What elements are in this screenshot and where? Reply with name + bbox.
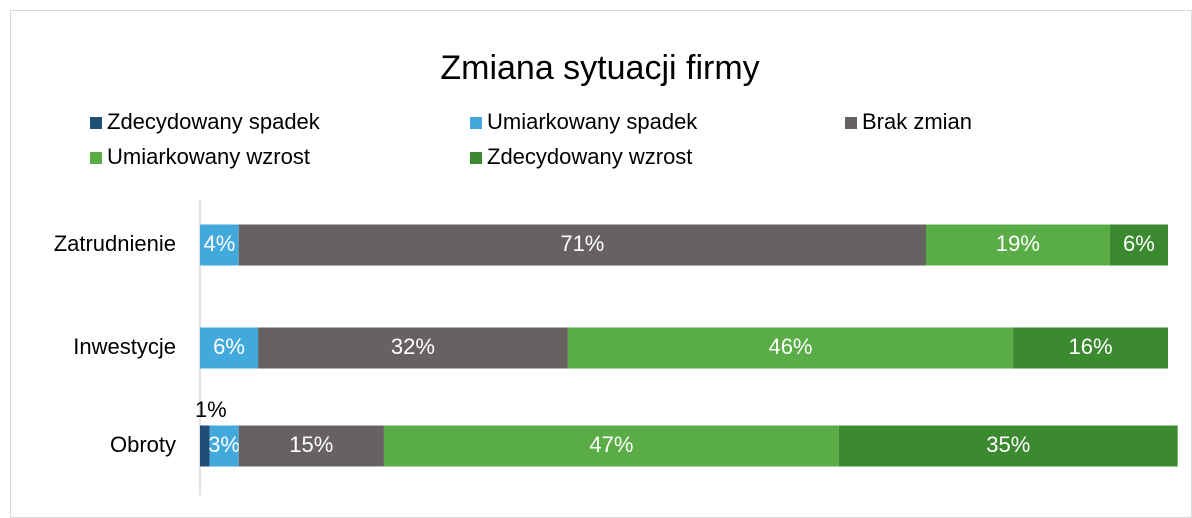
y-tick-label: Obroty	[110, 432, 176, 457]
bar-segment	[1109, 224, 1168, 266]
data-label: 19%	[996, 231, 1040, 256]
y-tick-label: Inwestycje	[73, 334, 176, 359]
data-label: 6%	[1123, 231, 1155, 256]
legend-swatch	[470, 117, 482, 129]
bar-segment	[200, 224, 239, 266]
bar-segment	[838, 425, 1178, 467]
bar-segment	[258, 327, 568, 369]
bar-segment	[200, 327, 259, 369]
data-label: 46%	[768, 334, 812, 359]
bar-segment	[1013, 327, 1168, 369]
legend-label: Umiarkowany spadek	[487, 109, 698, 134]
data-label: 16%	[1069, 334, 1113, 359]
legend-label: Umiarkowany wzrost	[107, 144, 310, 169]
bar-segment	[567, 327, 1014, 369]
data-label: 4%	[203, 231, 235, 256]
data-label: 47%	[589, 432, 633, 457]
data-label: 3%	[208, 432, 240, 457]
legend-label: Zdecydowany spadek	[107, 109, 321, 134]
legend-swatch	[470, 152, 482, 164]
bar-segment	[238, 224, 927, 266]
bar-segment	[238, 425, 384, 467]
data-label: 32%	[391, 334, 435, 359]
legend-label: Brak zmian	[862, 109, 972, 134]
legend-swatch	[90, 117, 102, 129]
data-label: 1%	[195, 397, 227, 422]
legend-swatch	[90, 152, 102, 164]
legend-swatch	[845, 117, 857, 129]
bar-segment	[383, 425, 839, 467]
bar-segment	[209, 425, 239, 467]
chart-title: Zmiana sytuacji firmy	[440, 49, 759, 87]
data-label: 15%	[289, 432, 333, 457]
legend-label: Zdecydowany wzrost	[487, 144, 692, 169]
data-label: 71%	[560, 231, 604, 256]
bar-segment	[926, 224, 1110, 266]
data-label: 35%	[986, 432, 1030, 457]
bar-segment	[200, 425, 210, 467]
y-tick-label: Zatrudnienie	[54, 231, 176, 256]
data-label: 6%	[213, 334, 245, 359]
